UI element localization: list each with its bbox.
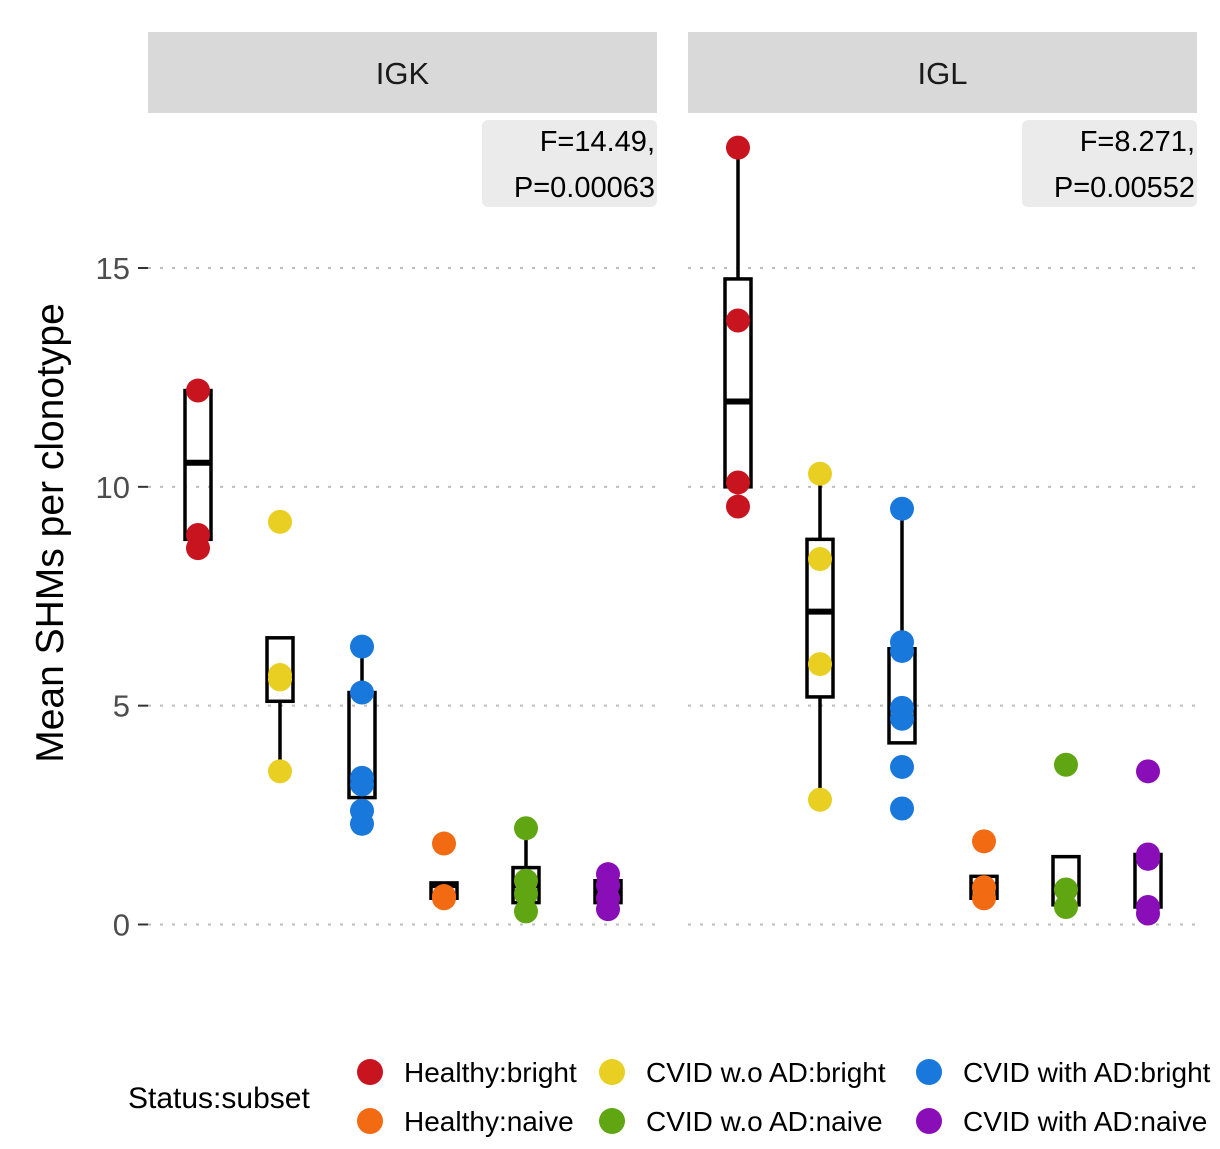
data-point (1054, 877, 1078, 902)
box-group (511, 816, 541, 924)
data-point (432, 886, 456, 911)
data-point (186, 536, 210, 561)
box-group (593, 862, 623, 922)
legend-label: CVID w.o AD:bright (646, 1057, 886, 1088)
box-group (887, 496, 917, 821)
data-point (972, 829, 996, 854)
data-point (432, 831, 456, 856)
data-point (890, 796, 914, 821)
legend-label: CVID w.o AD:naive (646, 1106, 883, 1137)
panels-layer: IGK F=14.49, P=0.00063 IGL F=8.271, P=0.00552 (148, 32, 1197, 926)
stat-annotation-line: P=0.00063 (514, 172, 655, 204)
data-point (1136, 759, 1160, 784)
data-point (808, 652, 832, 677)
stat-annotation-line: P=0.00552 (1054, 172, 1195, 204)
legend-key (357, 1108, 383, 1134)
box (265, 636, 295, 704)
legend-title: Status:subset (128, 1082, 310, 1115)
box-group (1051, 752, 1081, 919)
legend-label: CVID with AD:naive (963, 1106, 1207, 1137)
box-group (265, 509, 295, 784)
box-group (1133, 759, 1163, 926)
box-group (429, 831, 459, 911)
legend-item: Healthy:naive (357, 1106, 574, 1137)
legend-item: CVID with AD:bright (916, 1057, 1211, 1088)
data-point (726, 494, 750, 519)
data-point (514, 881, 538, 906)
legend-label: Healthy:naive (404, 1106, 574, 1137)
data-point (726, 135, 750, 160)
legend-key (916, 1108, 942, 1134)
data-point (350, 811, 374, 836)
legend-label: Healthy:bright (404, 1057, 577, 1088)
facet-strip (688, 32, 1197, 113)
y-axis-title: Mean SHMs per clonotype (29, 303, 72, 763)
data-point (726, 470, 750, 495)
facet-panel-igl: IGL F=8.271, P=0.00552 (688, 32, 1197, 926)
data-point (726, 308, 750, 333)
data-point (808, 461, 832, 486)
stat-annotation: F=14.49, P=0.00063 (482, 120, 657, 207)
stat-annotation-box (482, 120, 657, 207)
legend-item: CVID with AD:naive (916, 1106, 1207, 1137)
box-group (723, 135, 753, 519)
data-point (890, 496, 914, 521)
y-tick-label: 5 (113, 689, 130, 724)
legend-key (599, 1059, 625, 1085)
stat-annotation-box (1022, 120, 1197, 207)
data-point (972, 886, 996, 911)
data-point (808, 547, 832, 572)
stat-annotation-line: F=14.49, (540, 126, 655, 158)
data-point (808, 787, 832, 812)
data-point (268, 667, 292, 692)
data-point (268, 509, 292, 534)
y-axis: 0 5 10 15 (96, 251, 148, 943)
stat-annotation: F=8.271, P=0.00552 (1022, 120, 1197, 207)
legend-item: CVID w.o AD:naive (599, 1106, 883, 1137)
data-point (350, 634, 374, 659)
legend-item: CVID w.o AD:bright (599, 1057, 886, 1088)
data-point (890, 754, 914, 779)
data-point (350, 680, 374, 705)
facet-strip (148, 32, 657, 113)
data-point (514, 899, 538, 924)
data-point (890, 638, 914, 663)
data-point (596, 897, 620, 922)
data-point (268, 759, 292, 784)
legend-key (916, 1059, 942, 1085)
data-point (1136, 901, 1160, 926)
data-point (1054, 894, 1078, 919)
box-group (969, 829, 999, 911)
y-tick-label: 0 (113, 908, 130, 943)
data-point (350, 772, 374, 797)
y-tick-label: 15 (96, 251, 130, 286)
y-tick-label: 10 (96, 470, 130, 505)
facet-strip-label: IGK (376, 56, 430, 91)
data-point (1054, 752, 1078, 777)
data-point (1136, 846, 1160, 871)
legend-key (357, 1059, 383, 1085)
box-group (347, 634, 377, 836)
legend-item: Healthy:bright (357, 1057, 577, 1088)
data-point (890, 706, 914, 731)
stat-annotation-line: F=8.271, (1080, 126, 1195, 158)
box-group (805, 461, 835, 812)
facet-panel-igk: IGK F=14.49, P=0.00063 (148, 32, 657, 926)
data-point (186, 378, 210, 403)
box (805, 537, 835, 699)
facet-strip-label: IGL (918, 56, 968, 91)
legend-key (599, 1108, 625, 1134)
data-point (514, 816, 538, 841)
box-group (183, 378, 213, 561)
legend: Status:subset Healthy:bright Healthy:naive… (128, 1057, 1211, 1137)
legend-label: CVID with AD:bright (963, 1057, 1211, 1088)
